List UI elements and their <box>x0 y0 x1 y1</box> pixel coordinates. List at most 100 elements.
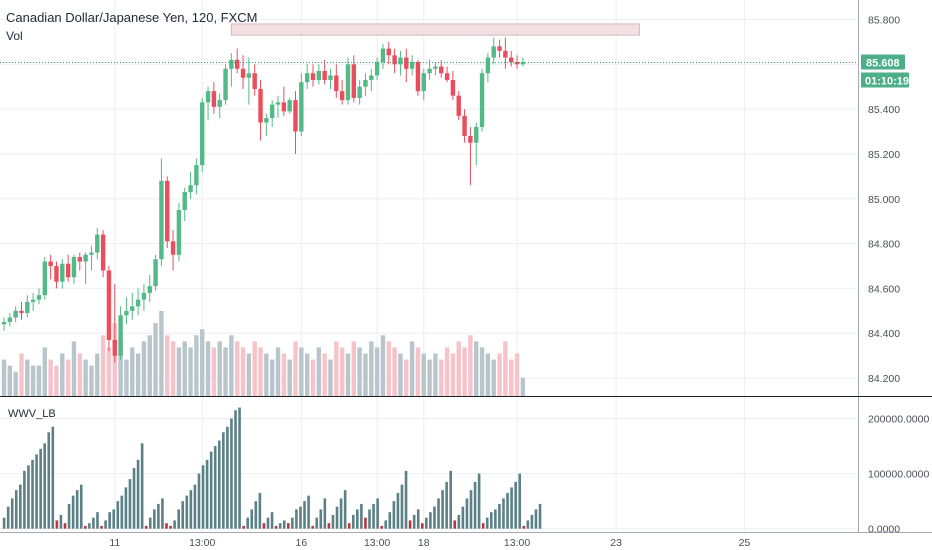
candle-body <box>485 57 491 74</box>
wwv-bar <box>197 473 201 529</box>
volume-bar <box>182 341 187 396</box>
candle-body <box>491 46 496 58</box>
resistance-zone-rect[interactable] <box>230 23 640 36</box>
candle-body <box>433 66 438 69</box>
wwv-bar <box>477 473 481 529</box>
candle-body <box>106 270 112 340</box>
wwv-bar <box>360 503 363 529</box>
wwv-bar <box>368 509 371 529</box>
wwv-bar <box>226 426 229 529</box>
volume-bar <box>497 353 502 396</box>
wwv-bar <box>530 514 534 529</box>
wwv-tick-label: 0.0000 <box>868 524 900 536</box>
wwv-bar <box>437 498 440 529</box>
wwv-bar <box>177 509 180 529</box>
volume-bar <box>54 365 59 396</box>
wwv-bar <box>161 498 164 529</box>
volume-bar <box>456 341 461 396</box>
wwv-bar <box>404 470 408 529</box>
volume-bar <box>229 335 234 396</box>
wwv-bar <box>213 446 217 529</box>
volume-bar <box>299 347 304 396</box>
wwv-bar <box>319 509 323 529</box>
volume-bar <box>147 335 152 396</box>
volume-bar <box>264 353 269 396</box>
wwv-bar <box>104 520 107 529</box>
candle-body <box>124 310 129 316</box>
wwv-bar <box>445 481 448 529</box>
candle-body <box>100 234 106 271</box>
wwv-bar <box>510 487 513 529</box>
candle-body <box>281 102 287 112</box>
price-tick-label: 84.600 <box>868 283 900 295</box>
wwv-bar <box>181 501 185 529</box>
volume-bar <box>1 359 7 396</box>
wwv-bar <box>485 517 489 529</box>
price-badge: 85.608 01:10:19 <box>861 54 909 88</box>
candle-body <box>170 241 176 255</box>
wwv-bar <box>473 481 477 529</box>
wwv-bar <box>425 517 428 529</box>
price-tick-label: 85.400 <box>868 104 900 116</box>
volume-label[interactable]: Vol <box>6 29 23 43</box>
candle-body <box>246 73 252 78</box>
candle-body <box>130 306 135 311</box>
candle-body <box>89 252 94 255</box>
candle-body <box>392 55 397 65</box>
wwv-bar <box>75 490 79 529</box>
price-badge-value: 85.608 <box>866 57 900 69</box>
volume-bar <box>491 359 496 396</box>
volume-bar <box>328 359 333 396</box>
candle-body <box>71 257 77 278</box>
candle-body <box>468 136 473 143</box>
volume-bar <box>409 341 415 396</box>
wwv-bar <box>299 506 302 529</box>
volume-bar <box>404 359 409 396</box>
wwv-bar <box>323 498 327 529</box>
resistance-zone[interactable] <box>230 23 640 36</box>
candle-body <box>211 91 217 107</box>
wwv-bar <box>250 509 254 529</box>
candle-body <box>497 46 502 51</box>
wwv-bar <box>506 492 509 529</box>
wwv-bar <box>433 506 436 529</box>
wwv-bar <box>100 525 103 529</box>
indicator-label[interactable]: WWV_LB <box>8 408 56 420</box>
volume-bar <box>95 353 100 396</box>
wwv-bar <box>238 407 241 529</box>
candle-body <box>182 192 187 210</box>
wwv-bar <box>165 523 168 529</box>
wwv-bar <box>307 495 310 529</box>
wwv-bar <box>92 517 95 529</box>
candle-body <box>118 315 123 356</box>
wwv-bar <box>522 525 526 529</box>
candle-body <box>322 71 327 80</box>
candle-body <box>95 234 100 253</box>
candlestick-series <box>1 37 526 363</box>
wwv-bar <box>153 509 156 529</box>
volume-bar <box>188 347 193 396</box>
wwv-bar <box>270 512 274 529</box>
wwv-bar <box>429 512 432 529</box>
symbol-title[interactable]: Canadian Dollar/Japanese Yen, 120, FXCM <box>6 10 258 25</box>
time-tick-label: 25 <box>739 537 751 549</box>
candle-body <box>188 185 193 193</box>
volume-bar <box>503 341 508 396</box>
wwv-bar <box>185 495 189 529</box>
candle-body <box>36 295 42 300</box>
volume-bar <box>275 347 281 396</box>
candle-body <box>374 62 380 76</box>
wwv-bar <box>59 514 63 529</box>
wwv-bar <box>420 523 424 529</box>
time-tick-label: 23 <box>610 537 622 549</box>
volume-bar <box>89 365 94 396</box>
candle-body <box>363 79 368 87</box>
candle-body <box>60 263 65 282</box>
volume-bar <box>48 359 53 396</box>
wwv-bar <box>498 503 501 529</box>
wwv-bar <box>6 506 10 529</box>
volume-bar <box>444 347 450 396</box>
volume-bar <box>159 311 164 396</box>
candle-body <box>205 91 211 103</box>
